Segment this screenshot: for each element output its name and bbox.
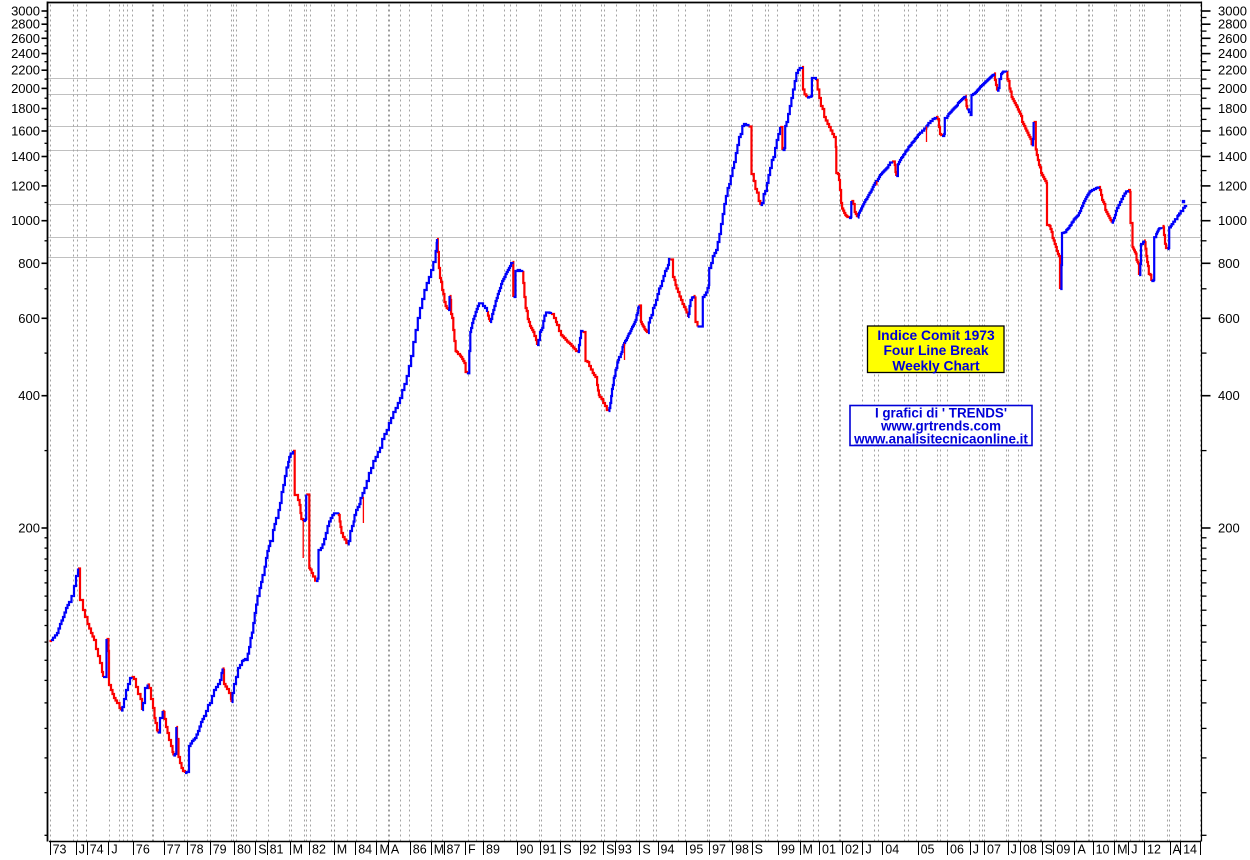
svg-text:86: 86	[413, 843, 427, 856]
svg-text:93: 93	[618, 843, 632, 856]
svg-text:2400: 2400	[11, 46, 40, 61]
svg-text:1200: 1200	[1218, 178, 1247, 193]
svg-text:1000: 1000	[1218, 213, 1247, 228]
svg-text:M: M	[337, 843, 347, 856]
svg-text:M: M	[1117, 843, 1127, 856]
svg-text:3000: 3000	[11, 4, 40, 19]
svg-text:M: M	[293, 843, 303, 856]
svg-text:J: J	[1011, 843, 1017, 856]
svg-text:1400: 1400	[11, 149, 40, 164]
svg-text:84: 84	[358, 843, 372, 856]
svg-text:600: 600	[1218, 311, 1240, 326]
svg-text:S: S	[563, 843, 571, 856]
svg-text:78: 78	[190, 843, 204, 856]
svg-text:800: 800	[18, 256, 40, 271]
svg-text:2200: 2200	[11, 63, 40, 78]
svg-text:F: F	[468, 843, 476, 856]
svg-text:M: M	[803, 843, 813, 856]
svg-text:05: 05	[921, 843, 935, 856]
svg-text:81: 81	[270, 843, 284, 856]
svg-text:98: 98	[735, 843, 749, 856]
svg-text:14: 14	[1183, 843, 1197, 856]
svg-text:04: 04	[885, 843, 899, 856]
svg-text:S: S	[258, 843, 266, 856]
svg-text:01: 01	[822, 843, 836, 856]
svg-text:99: 99	[781, 843, 795, 856]
svg-text:90: 90	[520, 843, 534, 856]
svg-text:87: 87	[447, 843, 461, 856]
svg-text:M: M	[380, 843, 390, 856]
svg-text:79: 79	[213, 843, 227, 856]
svg-text:Indice Comit 1973: Indice Comit 1973	[877, 328, 995, 343]
svg-text:A: A	[391, 843, 400, 856]
svg-text:94: 94	[661, 843, 675, 856]
svg-text:S: S	[1045, 843, 1053, 856]
svg-text:3000: 3000	[1218, 4, 1247, 19]
svg-text:08: 08	[1023, 843, 1037, 856]
svg-text:1800: 1800	[11, 101, 40, 116]
svg-text:91: 91	[543, 843, 557, 856]
svg-text:600: 600	[18, 311, 40, 326]
svg-text:76: 76	[136, 843, 150, 856]
svg-text:2800: 2800	[1218, 17, 1247, 32]
svg-text:80: 80	[237, 843, 251, 856]
svg-text:400: 400	[1218, 388, 1240, 403]
svg-text:89: 89	[486, 843, 500, 856]
svg-text:Four Line Break: Four Line Break	[883, 343, 988, 358]
svg-text:J: J	[866, 843, 872, 856]
svg-text:1800: 1800	[1218, 101, 1247, 116]
svg-text:92: 92	[583, 843, 597, 856]
svg-text:97: 97	[712, 843, 726, 856]
svg-text:www.analisitecnicaonline.it: www.analisitecnicaonline.it	[853, 432, 1028, 447]
svg-text:S: S	[642, 843, 650, 856]
svg-text:200: 200	[1218, 521, 1240, 536]
svg-text:2200: 2200	[1218, 63, 1247, 78]
svg-text:M: M	[434, 843, 444, 856]
svg-text:1400: 1400	[1218, 149, 1247, 164]
svg-text:2400: 2400	[1218, 46, 1247, 61]
svg-text:1000: 1000	[11, 213, 40, 228]
svg-text:74: 74	[90, 843, 104, 856]
svg-text:200: 200	[18, 521, 40, 536]
svg-text:2000: 2000	[11, 81, 40, 96]
svg-text:82: 82	[312, 843, 326, 856]
svg-text:I grafici di ' TRENDS': I grafici di ' TRENDS'	[875, 406, 1007, 421]
svg-text:1600: 1600	[1218, 124, 1247, 139]
svg-text:09: 09	[1056, 843, 1070, 856]
svg-text:A: A	[1173, 843, 1182, 856]
svg-text:www.grtrends.com: www.grtrends.com	[880, 419, 1001, 434]
svg-text:2600: 2600	[1218, 31, 1247, 46]
svg-text:10: 10	[1096, 843, 1110, 856]
svg-text:2600: 2600	[11, 31, 40, 46]
svg-text:12: 12	[1147, 843, 1161, 856]
svg-text:J: J	[973, 843, 979, 856]
svg-text:02: 02	[845, 843, 859, 856]
svg-text:73: 73	[53, 843, 67, 856]
svg-text:Weekly Chart: Weekly Chart	[892, 358, 980, 373]
svg-text:1200: 1200	[11, 178, 40, 193]
svg-text:77: 77	[167, 843, 181, 856]
svg-text:2800: 2800	[11, 17, 40, 32]
svg-text:800: 800	[1218, 256, 1240, 271]
svg-text:95: 95	[689, 843, 703, 856]
svg-text:A: A	[1078, 843, 1087, 856]
svg-text:J: J	[111, 843, 117, 856]
svg-text:1600: 1600	[11, 124, 40, 139]
svg-text:2000: 2000	[1218, 81, 1247, 96]
svg-text:J: J	[1131, 843, 1137, 856]
svg-text:S: S	[606, 843, 614, 856]
svg-text:J: J	[79, 843, 85, 856]
svg-text:06: 06	[950, 843, 964, 856]
svg-text:S: S	[755, 843, 763, 856]
svg-text:07: 07	[987, 843, 1001, 856]
svg-text:400: 400	[18, 388, 40, 403]
